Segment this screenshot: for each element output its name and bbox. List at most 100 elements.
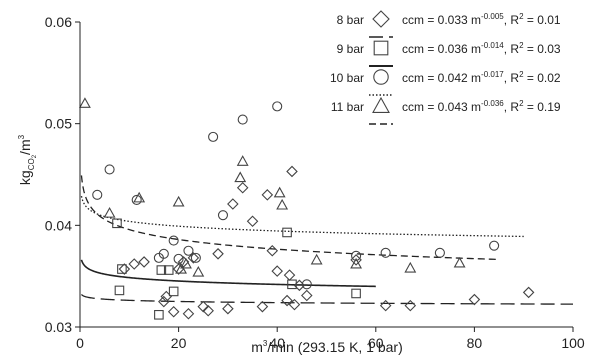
data-point bbox=[288, 298, 301, 311]
data-point bbox=[182, 308, 195, 320]
data-point bbox=[351, 250, 362, 261]
data-point bbox=[104, 164, 115, 175]
data-point bbox=[202, 304, 214, 317]
data-point bbox=[236, 181, 249, 194]
data-point bbox=[138, 256, 150, 268]
data-point bbox=[172, 195, 185, 207]
data-point bbox=[276, 198, 289, 210]
x-tick-label: 40 bbox=[269, 335, 285, 351]
data-points bbox=[78, 97, 535, 320]
data-point bbox=[237, 114, 248, 125]
data-point bbox=[131, 194, 142, 205]
data-point bbox=[173, 253, 184, 264]
y-tick-label: 0.03 bbox=[45, 319, 72, 335]
data-point bbox=[522, 286, 535, 299]
data-point bbox=[154, 309, 164, 320]
data-point bbox=[380, 247, 391, 258]
data-point bbox=[197, 300, 210, 313]
x-tick-label: 20 bbox=[171, 335, 187, 351]
data-point bbox=[133, 191, 146, 203]
x-tick-label: 0 bbox=[76, 335, 84, 351]
data-point bbox=[404, 299, 417, 312]
legend-equation: ccm = 0.033 m-0.005, R2 = 0.01 bbox=[402, 12, 561, 27]
data-point bbox=[286, 165, 298, 178]
data-point bbox=[256, 300, 269, 313]
axes: 0.03 0.04 0.05 0.06 0 20 40 60 80 100 bbox=[45, 14, 585, 351]
legend-marker bbox=[372, 96, 390, 113]
data-point bbox=[246, 215, 259, 228]
x-tick-label: 60 bbox=[368, 335, 384, 351]
data-point bbox=[168, 286, 179, 297]
data-point bbox=[350, 254, 362, 266]
x-axis-label: m3/min (293.15 K, 1 bar) bbox=[251, 339, 403, 355]
legend: 8 bar ccm = 0.033 m-0.005, R2 = 0.01 9 bar… bbox=[330, 10, 561, 125]
data-point bbox=[283, 269, 296, 281]
data-point bbox=[310, 253, 323, 265]
y-tick-label: 0.04 bbox=[45, 217, 72, 233]
fit-line bbox=[80, 294, 574, 305]
data-point bbox=[236, 155, 249, 166]
data-point bbox=[266, 244, 279, 257]
legend-equation: ccm = 0.042 m-0.017, R2 = 0.02 bbox=[402, 70, 561, 85]
legend-equation: ccm = 0.043 m-0.036, R2 = 0.19 bbox=[402, 99, 561, 114]
data-point bbox=[468, 293, 481, 306]
data-point bbox=[212, 248, 224, 260]
data-point bbox=[261, 189, 274, 201]
data-point bbox=[192, 265, 205, 277]
data-point bbox=[208, 131, 219, 142]
data-point bbox=[489, 240, 500, 251]
fit-line bbox=[80, 196, 524, 238]
data-point bbox=[78, 97, 91, 108]
data-point bbox=[379, 299, 392, 312]
data-point bbox=[453, 256, 466, 268]
legend-marker bbox=[373, 69, 389, 85]
data-point bbox=[350, 257, 363, 269]
data-point bbox=[167, 305, 180, 318]
legend-equation: ccm = 0.036 m-0.014, R2 = 0.03 bbox=[402, 41, 561, 56]
data-point bbox=[271, 265, 283, 277]
data-point bbox=[272, 101, 283, 112]
data-point bbox=[158, 248, 169, 259]
x-tick-label: 100 bbox=[561, 335, 585, 351]
fit-line bbox=[80, 175, 500, 261]
data-point bbox=[118, 263, 131, 275]
data-point bbox=[351, 288, 361, 299]
data-point bbox=[175, 262, 187, 274]
fit-lines bbox=[80, 175, 574, 305]
fit-line bbox=[80, 259, 376, 288]
data-point bbox=[168, 235, 179, 246]
data-point bbox=[128, 258, 141, 270]
y-tick-label: 0.05 bbox=[45, 116, 72, 132]
data-point bbox=[217, 210, 229, 221]
data-point bbox=[234, 171, 247, 183]
y-axis-label: kgCO2/m3 bbox=[17, 134, 38, 185]
data-point bbox=[282, 227, 292, 238]
legend-label: 9 bar bbox=[337, 42, 364, 56]
data-point bbox=[103, 207, 116, 218]
data-point bbox=[163, 265, 174, 275]
data-point bbox=[273, 186, 286, 198]
data-point bbox=[190, 252, 201, 263]
data-point bbox=[92, 189, 103, 200]
data-point bbox=[301, 279, 312, 290]
data-point bbox=[180, 257, 192, 269]
data-point bbox=[112, 218, 122, 229]
legend-label: 8 bar bbox=[337, 13, 364, 27]
data-point bbox=[287, 279, 297, 290]
legend-label: 11 bar bbox=[331, 100, 364, 114]
data-point bbox=[281, 294, 293, 307]
x-tick-label: 80 bbox=[467, 335, 483, 351]
data-point bbox=[183, 245, 194, 256]
data-point bbox=[117, 264, 127, 274]
legend-label: 10 bar bbox=[330, 71, 364, 85]
data-point bbox=[227, 198, 239, 210]
data-point bbox=[222, 302, 234, 315]
data-point bbox=[187, 252, 200, 264]
legend-marker bbox=[372, 10, 390, 28]
data-point bbox=[301, 289, 313, 302]
data-point bbox=[434, 247, 445, 258]
y-tick-label: 0.06 bbox=[45, 14, 72, 30]
data-point bbox=[156, 265, 167, 275]
data-point bbox=[404, 261, 417, 273]
